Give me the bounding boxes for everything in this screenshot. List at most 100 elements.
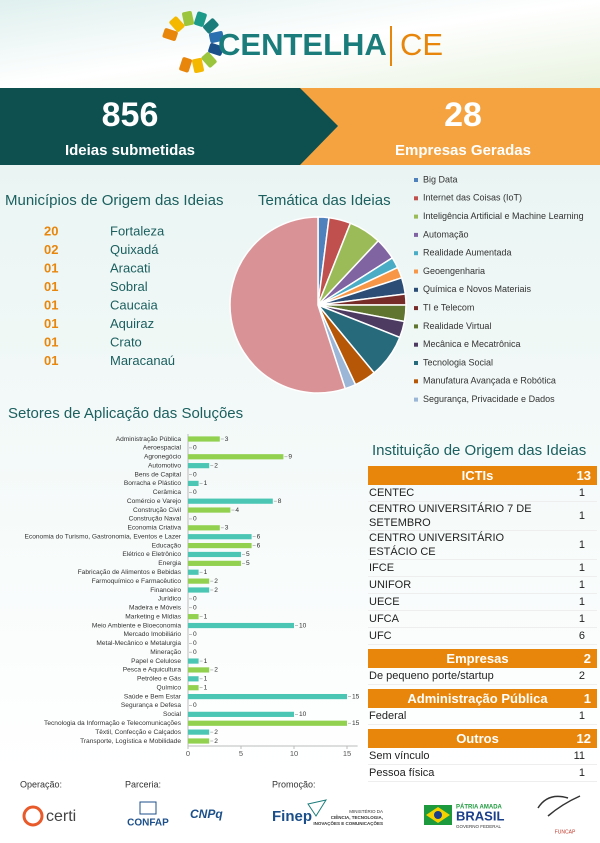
logo-petal: [162, 28, 178, 41]
category-label: Economia Criativa: [127, 525, 181, 532]
legend-label: Big Data: [423, 174, 458, 184]
table-row: De pequeno porte/startup 2: [368, 668, 597, 685]
logo-petal: [208, 43, 224, 56]
value-label: 6: [257, 533, 261, 540]
value-label: 2: [214, 587, 218, 594]
group-total: 1: [583, 691, 591, 706]
category-label: Segurança e Defesa: [121, 702, 181, 709]
bar: [188, 614, 199, 620]
bar: [188, 693, 347, 700]
institution-count: 1: [578, 596, 585, 608]
logo-text: BRASIL: [456, 808, 504, 823]
group-total: 13: [576, 468, 591, 483]
value-label: 3: [225, 436, 229, 443]
bar: [188, 667, 210, 673]
logo-text: FUNCAP: [555, 829, 576, 835]
table-row: UFC 6: [368, 628, 597, 645]
legend-label: Química e Novos Materiais: [423, 284, 532, 294]
category-label: Fabricação de Alimentos e Bebidas: [78, 569, 182, 576]
legend-label: TI e Telecom: [423, 302, 474, 312]
value-label: 1: [204, 658, 208, 665]
logo-text: INOVAÇÕES E COMUNICAÇÕES: [313, 820, 383, 826]
category-label: Químico: [156, 684, 181, 691]
bar: [188, 436, 220, 442]
value-label: 0: [193, 489, 197, 496]
institution-count: 6: [578, 630, 585, 642]
value-label: 2: [214, 462, 218, 469]
category-label: Bens de Capital: [134, 471, 181, 478]
legend-swatch: [414, 251, 418, 256]
value-label: 15: [352, 693, 360, 700]
bar: [188, 480, 199, 487]
bar: [188, 658, 199, 664]
municipio-name: Quixadá: [110, 242, 159, 257]
bar: [188, 542, 252, 549]
legend-swatch: [414, 178, 418, 182]
category-label: Administração Pública: [116, 436, 182, 443]
table-row: IFCE 1: [368, 560, 597, 577]
municipio-count: 01: [44, 353, 58, 368]
institution-count: 1: [578, 579, 585, 591]
value-label: 2: [214, 578, 218, 585]
category-label: Metal-Mecânico e Metalurgia: [96, 640, 181, 647]
bar: [188, 498, 273, 504]
value-label: 5: [246, 551, 250, 558]
municipio-count: 20: [44, 223, 58, 238]
municipio-count: 01: [44, 260, 58, 275]
category-label: Educação: [152, 542, 182, 549]
institution-count: 1: [578, 539, 585, 551]
footer-bg: [0, 770, 600, 843]
logo-text: CIÊNCIA, TECNOLOGIA,: [331, 813, 383, 820]
legend-swatch: [414, 324, 418, 329]
bar: [188, 729, 210, 735]
municipio-count: 01: [44, 316, 58, 331]
bar: [188, 622, 294, 629]
logo-text: MINISTÉRIO DA: [349, 808, 383, 814]
value-label: 1: [204, 676, 208, 683]
flag: [434, 811, 442, 819]
bar: [188, 676, 199, 682]
institution-name: Pessoa física: [369, 767, 435, 779]
value-label: 10: [299, 711, 307, 718]
value-label: 0: [193, 605, 197, 612]
x-tick-label: 10: [290, 749, 298, 758]
value-label: 1: [204, 684, 208, 691]
category-label: Pesca e Aquicultura: [123, 667, 182, 674]
category-label: Meio Ambiente e Bioeconomia: [92, 622, 181, 629]
category-label: Papel e Celulose: [131, 658, 181, 665]
legend-label: Realidade Virtual: [423, 321, 491, 331]
x-tick-label: 15: [343, 749, 351, 758]
legend-label: Inteligência Artificial e Machine Learni…: [423, 211, 584, 221]
category-label: Farmoquímico e Farmacêutico: [92, 578, 182, 585]
group-header: ICTIs 13: [368, 466, 597, 485]
value-label: 2: [214, 729, 218, 736]
bar: [188, 525, 220, 531]
municipio-name: Caucaia: [110, 297, 158, 312]
category-label: Saúde e Bem Estar: [124, 693, 182, 700]
table-row: UECE 1: [368, 594, 597, 611]
institution-count: 1: [578, 767, 585, 779]
category-label: Cerâmica: [153, 489, 182, 496]
logo-text: Finep: [272, 808, 312, 825]
institution-name: UFC: [369, 630, 392, 642]
category-label: Transporte, Logística e Mobilidade: [80, 738, 181, 745]
institution-count: 2: [578, 670, 585, 682]
bar: [188, 738, 210, 744]
category-label: Economia do Turismo, Gastronomia, Evento…: [25, 533, 182, 540]
category-label: Borracha e Plástico: [124, 480, 182, 487]
logo-text: PÁTRIA AMADA: [456, 804, 503, 811]
logo-petal: [208, 31, 224, 43]
footer-label: Parceria:: [125, 779, 161, 789]
municipio-name: Sobral: [110, 279, 148, 294]
stat-value: 28: [444, 96, 482, 134]
footer-label: Promoção:: [272, 779, 316, 789]
funcap-icon: [537, 795, 581, 817]
category-label: Jurídico: [158, 596, 181, 603]
municipio-count: 01: [44, 297, 58, 312]
value-label: 1: [204, 613, 208, 620]
municipio-count: 02: [44, 242, 58, 257]
group-total: 2: [583, 651, 591, 666]
legend-label: Automação: [423, 229, 469, 239]
value-label: 1: [204, 569, 208, 576]
legend-label: Tecnologia Social: [423, 357, 493, 367]
